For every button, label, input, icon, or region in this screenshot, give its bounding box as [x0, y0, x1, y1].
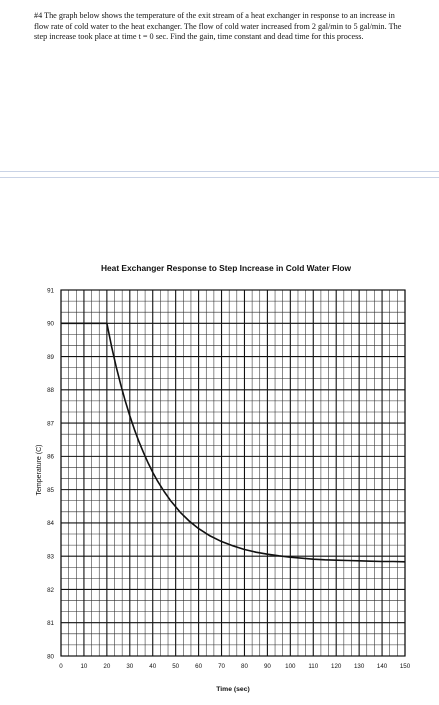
major-grid — [60, 289, 406, 657]
x-tick-label: 60 — [195, 663, 202, 670]
x-tick-label: 120 — [331, 663, 342, 670]
x-tick-label: 130 — [354, 663, 365, 670]
y-tick-label: 85 — [47, 487, 54, 494]
y-tick-label: 84 — [47, 520, 54, 527]
y-tick-label: 87 — [47, 420, 54, 427]
temperature-series-line — [61, 322, 406, 563]
plot-frame — [60, 289, 406, 657]
y-tick-label: 91 — [47, 287, 54, 294]
x-axis-label: Time (sec) — [216, 686, 250, 693]
x-tick-label: 40 — [149, 663, 156, 670]
y-tick-label: 80 — [47, 653, 54, 660]
x-tick-labels: 0 10 20 30 40 50 60 70 80 90 100 110 120 130 140 150 — [59, 663, 410, 670]
x-tick-label: 150 — [400, 663, 411, 670]
y-tick-label: 83 — [47, 553, 54, 560]
separator-line — [0, 171, 439, 172]
x-tick-label: 90 — [264, 663, 271, 670]
y-tick-label: 88 — [47, 387, 54, 394]
x-tick-label: 20 — [103, 663, 110, 670]
x-tick-label: 50 — [172, 663, 179, 670]
x-tick-label: 10 — [80, 663, 87, 670]
separator-line — [0, 177, 439, 178]
y-tick-label: 90 — [47, 321, 54, 328]
x-tick-label: 100 — [285, 663, 296, 670]
x-tick-label: 110 — [308, 663, 318, 670]
y-tick-label: 89 — [47, 354, 54, 361]
x-tick-label: 30 — [126, 663, 133, 670]
y-tick-labels: 80 81 82 83 84 85 86 87 88 89 90 91 — [47, 287, 54, 660]
y-axis-label: Temperature (C) — [36, 445, 43, 496]
series-group — [61, 322, 406, 563]
x-tick-label: 140 — [377, 663, 388, 670]
y-tick-label: 82 — [47, 587, 54, 594]
x-tick-label: 0 — [59, 663, 63, 670]
problem-statement: #4 The graph below shows the temperature… — [34, 11, 402, 42]
x-tick-label: 70 — [218, 663, 225, 670]
minor-grid — [61, 290, 405, 656]
chart-title: Heat Exchanger Response to Step Increase… — [101, 263, 352, 273]
x-tick-label: 80 — [241, 663, 248, 670]
y-tick-label: 81 — [47, 620, 54, 627]
y-tick-label: 86 — [47, 454, 54, 461]
